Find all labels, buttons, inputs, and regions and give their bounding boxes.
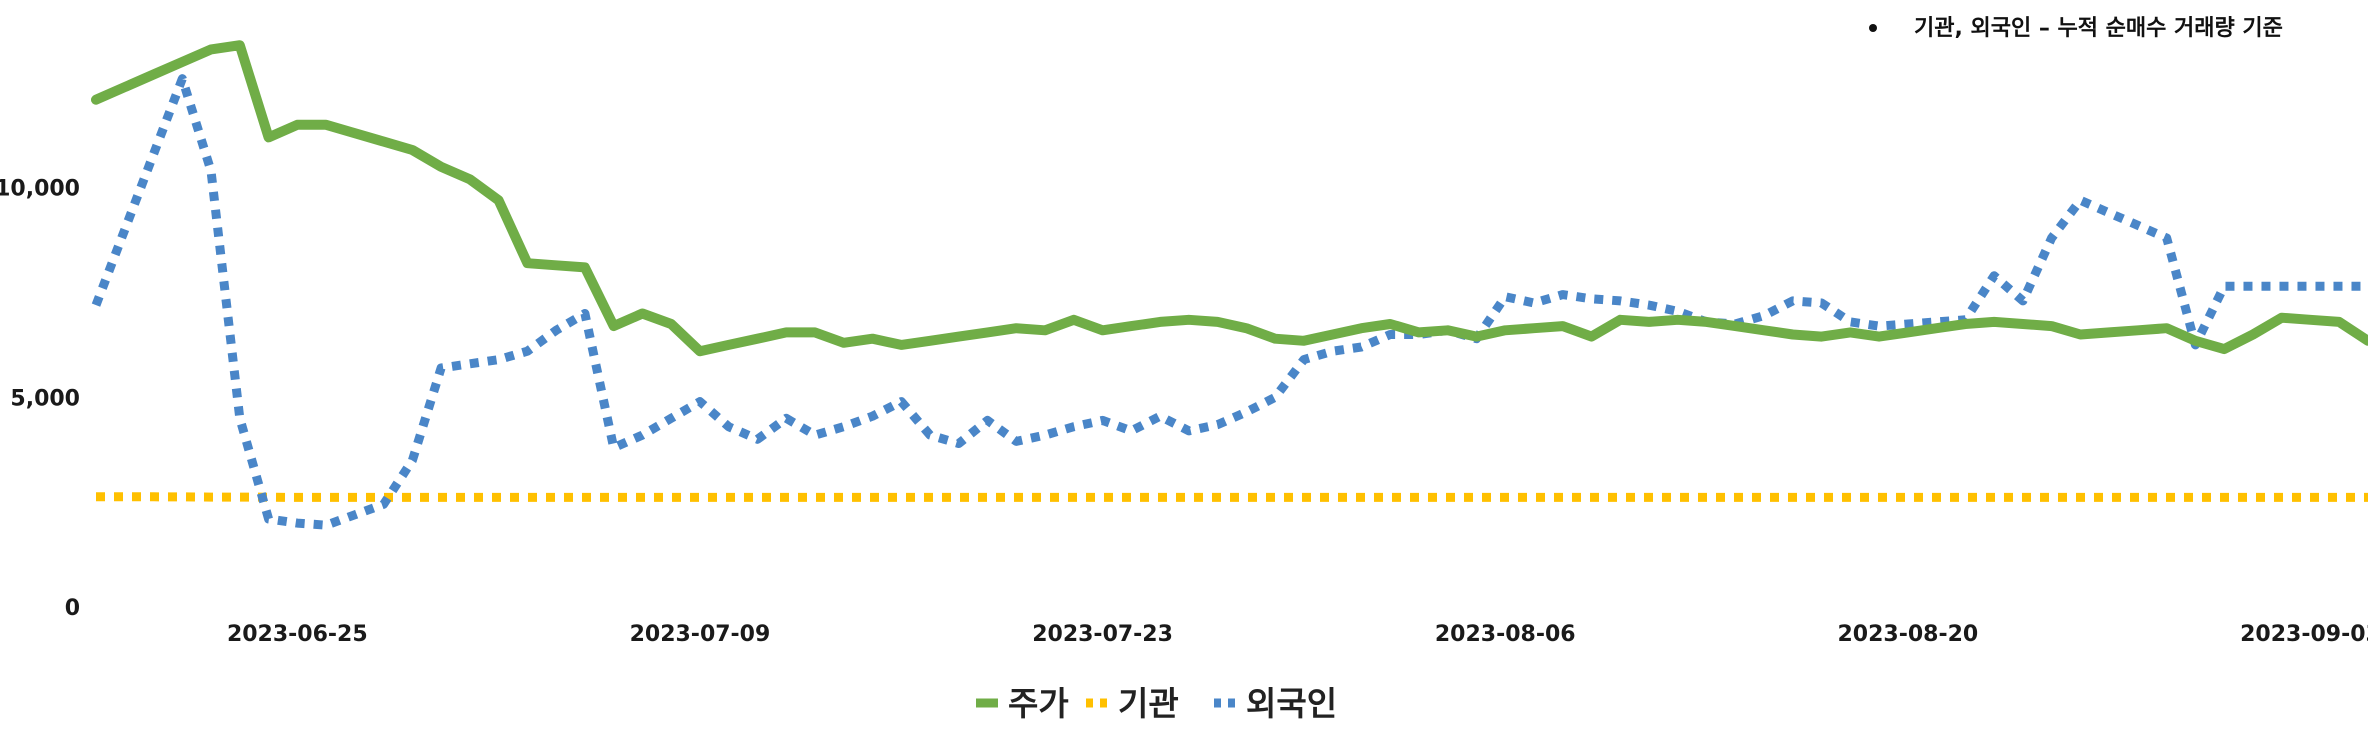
x-tick-label: 2023-08-06 — [1435, 622, 1576, 647]
x-tick-label: 2023-09-03 — [2240, 622, 2368, 647]
series-line-foreigner — [91, 74, 2368, 530]
legend-item: 외국인 — [1214, 684, 1337, 723]
y-tick-label: 5,000 — [10, 386, 80, 411]
x-tick-label: 2023-08-20 — [1837, 622, 1978, 647]
legend-label: 외국인 — [1246, 684, 1337, 723]
note-bullet-icon — [1869, 24, 1877, 32]
legend-label: 기관 — [1118, 684, 1179, 723]
legend-item: 주가 — [976, 684, 1069, 723]
y-axis: 0 5,000 10,000 — [0, 177, 80, 621]
legend-label: 주가 — [1008, 684, 1069, 723]
y-tick-label: 10,000 — [0, 177, 80, 202]
note-text: 기관, 외국인 – 누적 순매수 거래량 기준 — [1914, 16, 2283, 41]
x-axis: 2023-06-25 2023-07-09 2023-07-23 2023-08-06… — [227, 622, 2368, 647]
series-line-institution — [96, 492, 2368, 502]
legend: 주가 기관 외국인 — [976, 684, 1337, 723]
series-layer — [91, 40, 2368, 530]
series-line-stock-price — [91, 40, 2368, 357]
chart-note: 기관, 외국인 – 누적 순매수 거래량 기준 — [1869, 16, 2283, 41]
x-tick-label: 2023-07-09 — [630, 622, 771, 647]
legend-item: 기관 — [1086, 684, 1179, 723]
x-tick-label: 2023-07-23 — [1032, 622, 1173, 647]
x-tick-label: 2023-06-25 — [227, 622, 368, 647]
y-tick-label: 0 — [65, 596, 80, 621]
